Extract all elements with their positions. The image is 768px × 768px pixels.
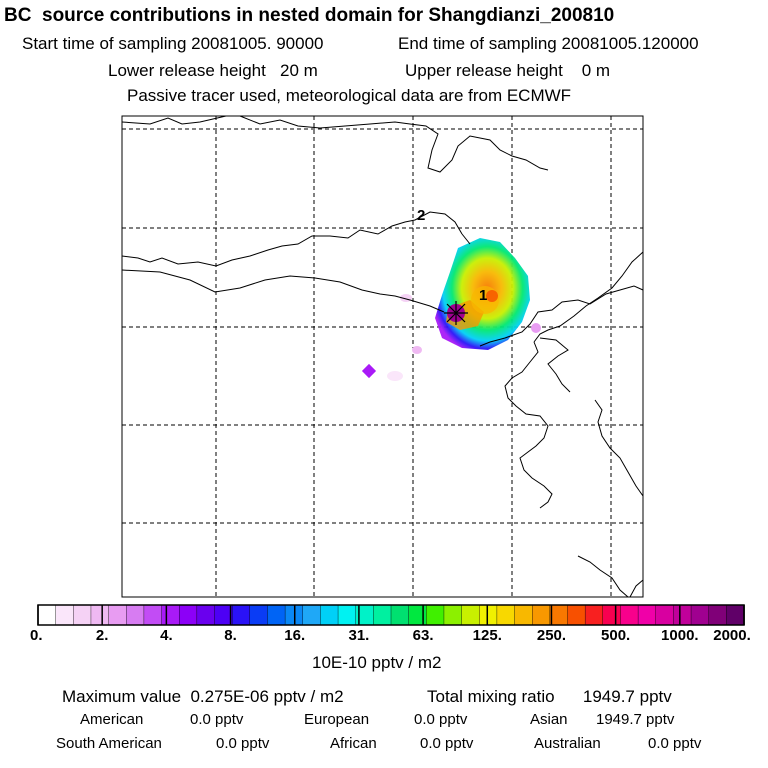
- colorbar-tick-label: 4.: [160, 627, 173, 644]
- colorbar-tick-label: 31.: [348, 627, 370, 644]
- colorbar-cell: [514, 604, 533, 626]
- colorbar-tick-label: 500.: [601, 627, 631, 644]
- colorbar-tick-label: 16.: [284, 627, 306, 644]
- colorbar-tick-label: 2000.: [713, 627, 751, 644]
- colorbar-cell: [602, 604, 622, 626]
- colorbar-cell: [620, 604, 639, 626]
- map-label-1: 1: [479, 287, 487, 304]
- region-american-name: American: [80, 711, 144, 728]
- colorbar-cell: [37, 604, 57, 626]
- colorbar-cell: [390, 604, 410, 626]
- colorbar-unit-label: 10E-10 pptv / m2: [312, 653, 442, 672]
- tracer-note: Passive tracer used, meteorological data…: [127, 86, 572, 105]
- colorbar-tick-label: 0.: [30, 627, 43, 644]
- colorbar-cell: [337, 604, 357, 626]
- colorbar-cell: [655, 604, 675, 626]
- region-australian-name: Australian: [534, 735, 601, 752]
- region-south-american-value: 0.0 pptv: [216, 735, 270, 752]
- region-asian-value: 1949.7 pptv: [596, 711, 675, 728]
- colorbar-cell: [637, 604, 657, 626]
- colorbar-cell: [249, 604, 269, 626]
- map-label-2: 2: [417, 207, 425, 224]
- colorbar-cell: [196, 604, 216, 626]
- colorbar-cell: [73, 604, 92, 626]
- colorbar-cell: [373, 604, 392, 626]
- region-australian-value: 0.0 pptv: [648, 735, 702, 752]
- colorbar-cell: [126, 604, 145, 626]
- colorbar-cell: [673, 604, 692, 626]
- colorbar-cell: [178, 604, 198, 626]
- colorbar-cell: [690, 604, 710, 626]
- colorbar-cell: [496, 604, 516, 626]
- colorbar-cell: [726, 604, 745, 626]
- colorbar-tick-label: 1000.: [661, 627, 699, 644]
- colorbar-cell: [143, 604, 163, 626]
- colorbar-cell: [108, 604, 127, 626]
- colorbar-cell: [532, 604, 551, 626]
- colorbar-cell: [55, 604, 75, 626]
- colorbar-cell: [320, 604, 339, 626]
- colorbar-cell: [90, 604, 110, 626]
- total-mixing-ratio-label: Total mixing ratio 1949.7 pptv: [427, 687, 672, 706]
- region-european-value: 0.0 pptv: [414, 711, 468, 728]
- colorbar-cell: [161, 604, 180, 626]
- lat-lon-grid: [122, 116, 643, 597]
- region-south-american-name: South American: [56, 735, 162, 752]
- colorbar-tick-label: 63.: [412, 627, 434, 644]
- end-time-label: End time of sampling 20081005.120000: [398, 34, 699, 53]
- colorbar-cell: [231, 604, 251, 626]
- colorbar-cell: [267, 604, 286, 626]
- colorbar-cell: [426, 604, 445, 626]
- colorbar-tick-label: 8.: [224, 627, 237, 644]
- colorbar-tick-label: 250.: [536, 627, 567, 644]
- colorbar-cell: [567, 604, 586, 626]
- region-african-name: African: [330, 735, 377, 752]
- start-time-label: Start time of sampling 20081005. 90000: [22, 34, 324, 53]
- colorbar-cell: [708, 604, 728, 626]
- upper-release-height-label: Upper release height 0 m: [405, 61, 611, 80]
- colorbar-cell: [479, 604, 498, 626]
- colorbar-cell: [443, 604, 463, 626]
- region-european-name: European: [304, 711, 370, 728]
- colorbar-cell: [302, 604, 322, 626]
- colorbar-cell: [461, 604, 480, 626]
- colorbar-cell: [584, 604, 604, 626]
- colorbar-cell: [408, 604, 427, 626]
- colorbar-tick-label: 125.: [472, 627, 502, 644]
- maximum-value-label: Maximum value 0.275E-06 pptv / m2: [62, 687, 344, 706]
- coastlines: [121, 115, 644, 598]
- plot-title: BC source contributions in nested domain…: [4, 5, 615, 26]
- colorbar-cell: [549, 604, 569, 626]
- receptor-asterisk-marker: [444, 301, 468, 325]
- map-frame: [121, 115, 644, 598]
- colorbar-tick-label: 2.: [95, 627, 109, 644]
- lower-release-height-label: Lower release height 20 m: [108, 61, 318, 80]
- region-african-value: 0.0 pptv: [420, 735, 474, 752]
- region-american-value: 0.0 pptv: [190, 711, 244, 728]
- region-asian-name: Asian: [530, 711, 568, 728]
